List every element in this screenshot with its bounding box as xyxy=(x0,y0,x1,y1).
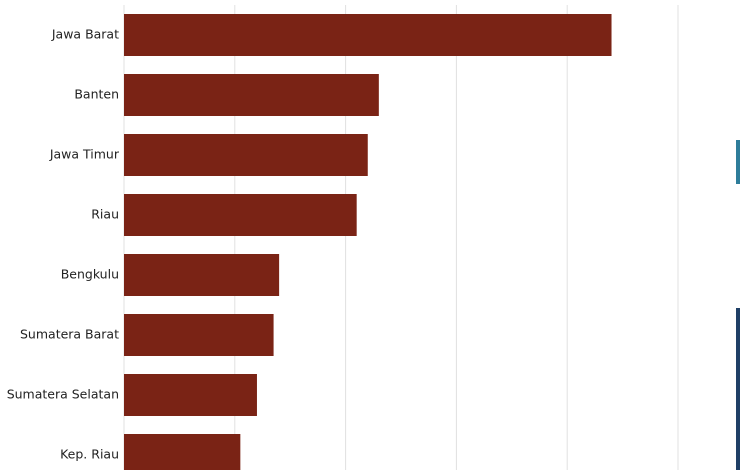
y-tick-label: Kep. Riau xyxy=(60,447,119,462)
y-tick-label: Riau xyxy=(91,207,119,222)
bar xyxy=(124,14,612,56)
bar xyxy=(124,194,357,236)
y-tick-label: Sumatera Barat xyxy=(20,327,119,342)
bar xyxy=(124,254,280,296)
bar xyxy=(124,374,257,416)
side-panel-accent xyxy=(736,308,740,470)
side-panel-accent xyxy=(736,140,740,184)
y-tick-label: Bengkulu xyxy=(61,267,119,282)
y-tick-label: Banten xyxy=(74,87,119,102)
y-tick-label: Jawa Timur xyxy=(49,147,120,162)
bar xyxy=(124,314,274,356)
bar xyxy=(124,74,379,116)
bar xyxy=(124,134,368,176)
bar xyxy=(124,434,241,470)
y-tick-label: Sumatera Selatan xyxy=(7,387,119,402)
y-tick-label: Jawa Barat xyxy=(51,27,119,42)
